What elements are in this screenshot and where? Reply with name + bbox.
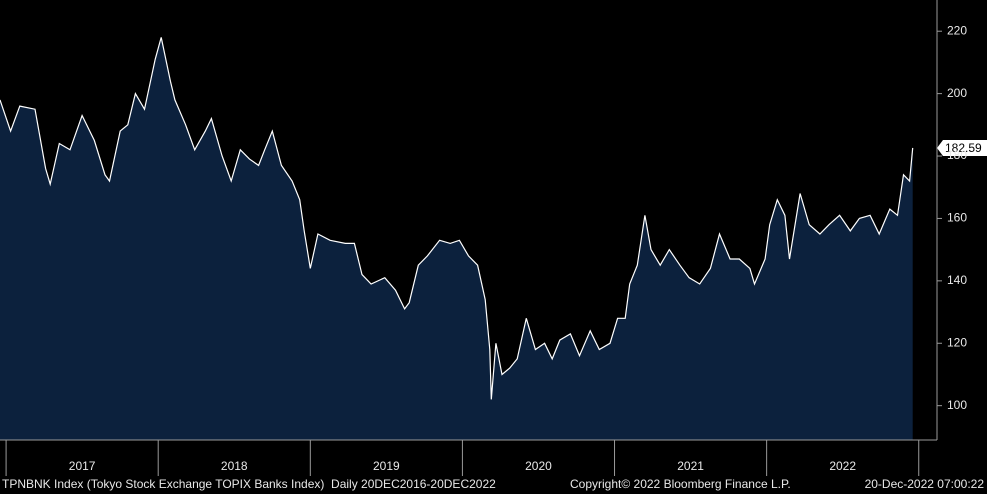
x-tick-label: 2021 — [677, 459, 704, 473]
footer-timestamp: 20-Dec-2022 07:00:22 — [865, 477, 985, 491]
y-tick-label: 140 — [947, 273, 967, 287]
y-tick-label: 160 — [947, 211, 967, 225]
y-tick-label: 120 — [947, 335, 967, 349]
x-tick-label: 2022 — [829, 459, 856, 473]
line — [0, 37, 914, 400]
y-tick-label: 180 — [947, 148, 967, 162]
x-tick-label: 2019 — [373, 459, 400, 473]
x-tick-label: 2017 — [69, 459, 96, 473]
footer-description: TPNBNK Index (Tokyo Stock Exchange TOPIX… — [2, 477, 496, 491]
x-tick-label: 2020 — [525, 459, 552, 473]
last-value-flag — [937, 139, 987, 156]
footer-copyright: Copyright© 2022 Bloomberg Finance L.P. — [570, 477, 791, 491]
last-value-label: 182.59 — [945, 141, 982, 155]
x-tick-label: 2018 — [221, 459, 248, 473]
area — [0, 37, 913, 441]
y-tick-label: 100 — [947, 398, 967, 412]
y-tick-label: 200 — [947, 86, 967, 100]
y-tick-label: 220 — [947, 23, 967, 37]
